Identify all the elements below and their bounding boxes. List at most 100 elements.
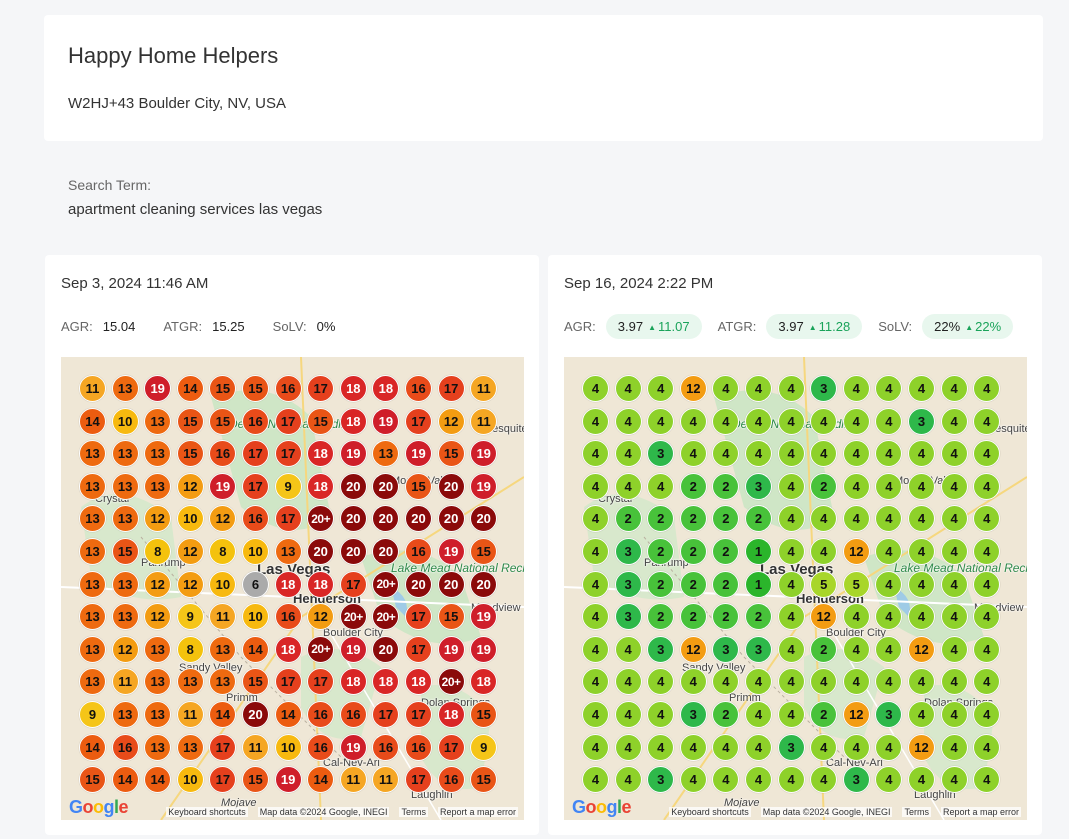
rank-pin[interactable]: 13 (79, 570, 106, 598)
rank-pin[interactable]: 13 (79, 668, 106, 696)
rank-pin[interactable]: 15 (437, 440, 465, 468)
rank-pin[interactable]: 11 (79, 375, 106, 402)
rank-pin[interactable]: 13 (176, 733, 204, 761)
rank-pin[interactable]: 4 (810, 538, 838, 565)
rank-pin[interactable]: 4 (875, 733, 903, 761)
rank-pin[interactable]: 15 (242, 766, 269, 794)
rank-pin[interactable]: 3 (777, 733, 805, 761)
rank-pin[interactable]: 14 (307, 766, 335, 794)
rank-pin[interactable]: 15 (405, 472, 432, 500)
rank-pin[interactable]: 4 (614, 635, 642, 663)
rank-pin[interactable]: 4 (810, 668, 838, 696)
rank-pin[interactable]: 13 (79, 538, 106, 565)
rank-pin[interactable]: 14 (144, 766, 172, 794)
rank-pin[interactable]: 3 (875, 701, 903, 728)
rank-pin[interactable]: 20 (339, 538, 367, 565)
rank-pin[interactable]: 20+ (372, 570, 400, 598)
report-map-error-link[interactable]: Report a map error (940, 807, 1021, 817)
rank-pin[interactable]: 16 (405, 375, 432, 402)
rank-pin[interactable]: 4 (973, 505, 1001, 533)
rank-pin[interactable]: 16 (242, 505, 269, 533)
rank-pin[interactable]: 15 (470, 701, 498, 728)
rank-pin[interactable]: 11 (470, 375, 498, 402)
rank-pin[interactable]: 4 (842, 635, 870, 663)
rank-pin[interactable]: 17 (405, 635, 432, 663)
rank-pin[interactable]: 4 (582, 538, 609, 565)
rank-pin[interactable]: 15 (242, 375, 269, 402)
rank-pin[interactable]: 14 (274, 701, 302, 728)
rank-pin[interactable]: 16 (437, 766, 465, 794)
rank-pin[interactable]: 10 (176, 766, 204, 794)
rank-pin[interactable]: 4 (647, 472, 675, 500)
rank-pin[interactable]: 18 (339, 407, 367, 435)
rank-pin[interactable]: 4 (679, 733, 707, 761)
rank-pin[interactable]: 4 (973, 603, 1001, 631)
rank-pin[interactable]: 3 (614, 570, 642, 598)
rank-pin[interactable]: 14 (79, 733, 106, 761)
rank-pin[interactable]: 4 (940, 603, 968, 631)
rank-pin[interactable]: 4 (614, 668, 642, 696)
rank-pin[interactable]: 4 (647, 407, 675, 435)
rank-pin[interactable]: 4 (614, 407, 642, 435)
rank-pin[interactable]: 17 (405, 766, 432, 794)
rank-pin[interactable]: 14 (209, 701, 237, 728)
rank-pin[interactable]: 16 (242, 407, 269, 435)
rank-pin[interactable]: 19 (470, 635, 498, 663)
rank-pin[interactable]: 13 (274, 538, 302, 565)
rank-pin[interactable]: 4 (777, 472, 805, 500)
rank-pin[interactable]: 9 (176, 603, 204, 631)
rank-pin[interactable]: 19 (372, 407, 400, 435)
rank-pin[interactable]: 19 (339, 733, 367, 761)
rank-pin[interactable]: 13 (209, 668, 237, 696)
rank-pin[interactable]: 13 (144, 733, 172, 761)
rank-pin[interactable]: 13 (176, 668, 204, 696)
rank-pin[interactable]: 4 (875, 668, 903, 696)
rank-pin[interactable]: 4 (973, 375, 1001, 402)
rank-pin[interactable]: 4 (582, 635, 609, 663)
rank-pin[interactable]: 14 (242, 635, 269, 663)
rank-pin[interactable]: 20 (372, 472, 400, 500)
rank-pin[interactable]: 4 (908, 505, 935, 533)
rank-pin[interactable]: 16 (307, 733, 335, 761)
rank-pin[interactable]: 4 (614, 375, 642, 402)
rank-pin[interactable]: 12 (908, 733, 935, 761)
rank-pin[interactable]: 17 (307, 668, 335, 696)
rank-pin[interactable]: 13 (144, 701, 172, 728)
rank-pin[interactable]: 20 (372, 538, 400, 565)
rank-pin[interactable]: 8 (176, 635, 204, 663)
rank-pin[interactable]: 4 (940, 375, 968, 402)
rank-pin[interactable]: 12 (144, 603, 172, 631)
rank-pin[interactable]: 13 (111, 375, 139, 402)
rank-pin[interactable]: 12 (810, 603, 838, 631)
rank-pin[interactable]: 4 (647, 733, 675, 761)
rank-pin[interactable]: 2 (679, 603, 707, 631)
rank-pin[interactable]: 14 (111, 766, 139, 794)
rank-pin[interactable]: 4 (712, 440, 740, 468)
rank-pin[interactable]: 3 (908, 407, 935, 435)
rank-pin[interactable]: 10 (176, 505, 204, 533)
rank-pin[interactable]: 3 (614, 603, 642, 631)
rank-pin[interactable]: 2 (712, 505, 740, 533)
rank-pin[interactable]: 2 (810, 701, 838, 728)
rank-pin[interactable]: 4 (875, 375, 903, 402)
rank-pin[interactable]: 4 (745, 766, 772, 794)
rank-grid-map[interactable]: Desert National Wildlife Las Vegas Hende… (564, 357, 1027, 820)
rank-pin[interactable]: 4 (908, 375, 935, 402)
rank-pin[interactable]: 20 (339, 505, 367, 533)
rank-pin[interactable]: 4 (582, 407, 609, 435)
rank-pin[interactable]: 13 (111, 603, 139, 631)
rank-pin[interactable]: 13 (79, 505, 106, 533)
rank-pin[interactable]: 4 (908, 766, 935, 794)
rank-pin[interactable]: 20 (437, 472, 465, 500)
rank-pin[interactable]: 13 (111, 570, 139, 598)
rank-pin[interactable]: 3 (614, 538, 642, 565)
rank-pin[interactable]: 15 (470, 538, 498, 565)
rank-pin[interactable]: 20 (405, 505, 432, 533)
rank-pin[interactable]: 2 (647, 505, 675, 533)
rank-pin[interactable]: 18 (470, 668, 498, 696)
rank-pin[interactable]: 19 (437, 538, 465, 565)
rank-pin[interactable]: 4 (940, 440, 968, 468)
rank-pin[interactable]: 18 (372, 375, 400, 402)
rank-pin[interactable]: 19 (209, 472, 237, 500)
rank-pin[interactable]: 4 (582, 570, 609, 598)
